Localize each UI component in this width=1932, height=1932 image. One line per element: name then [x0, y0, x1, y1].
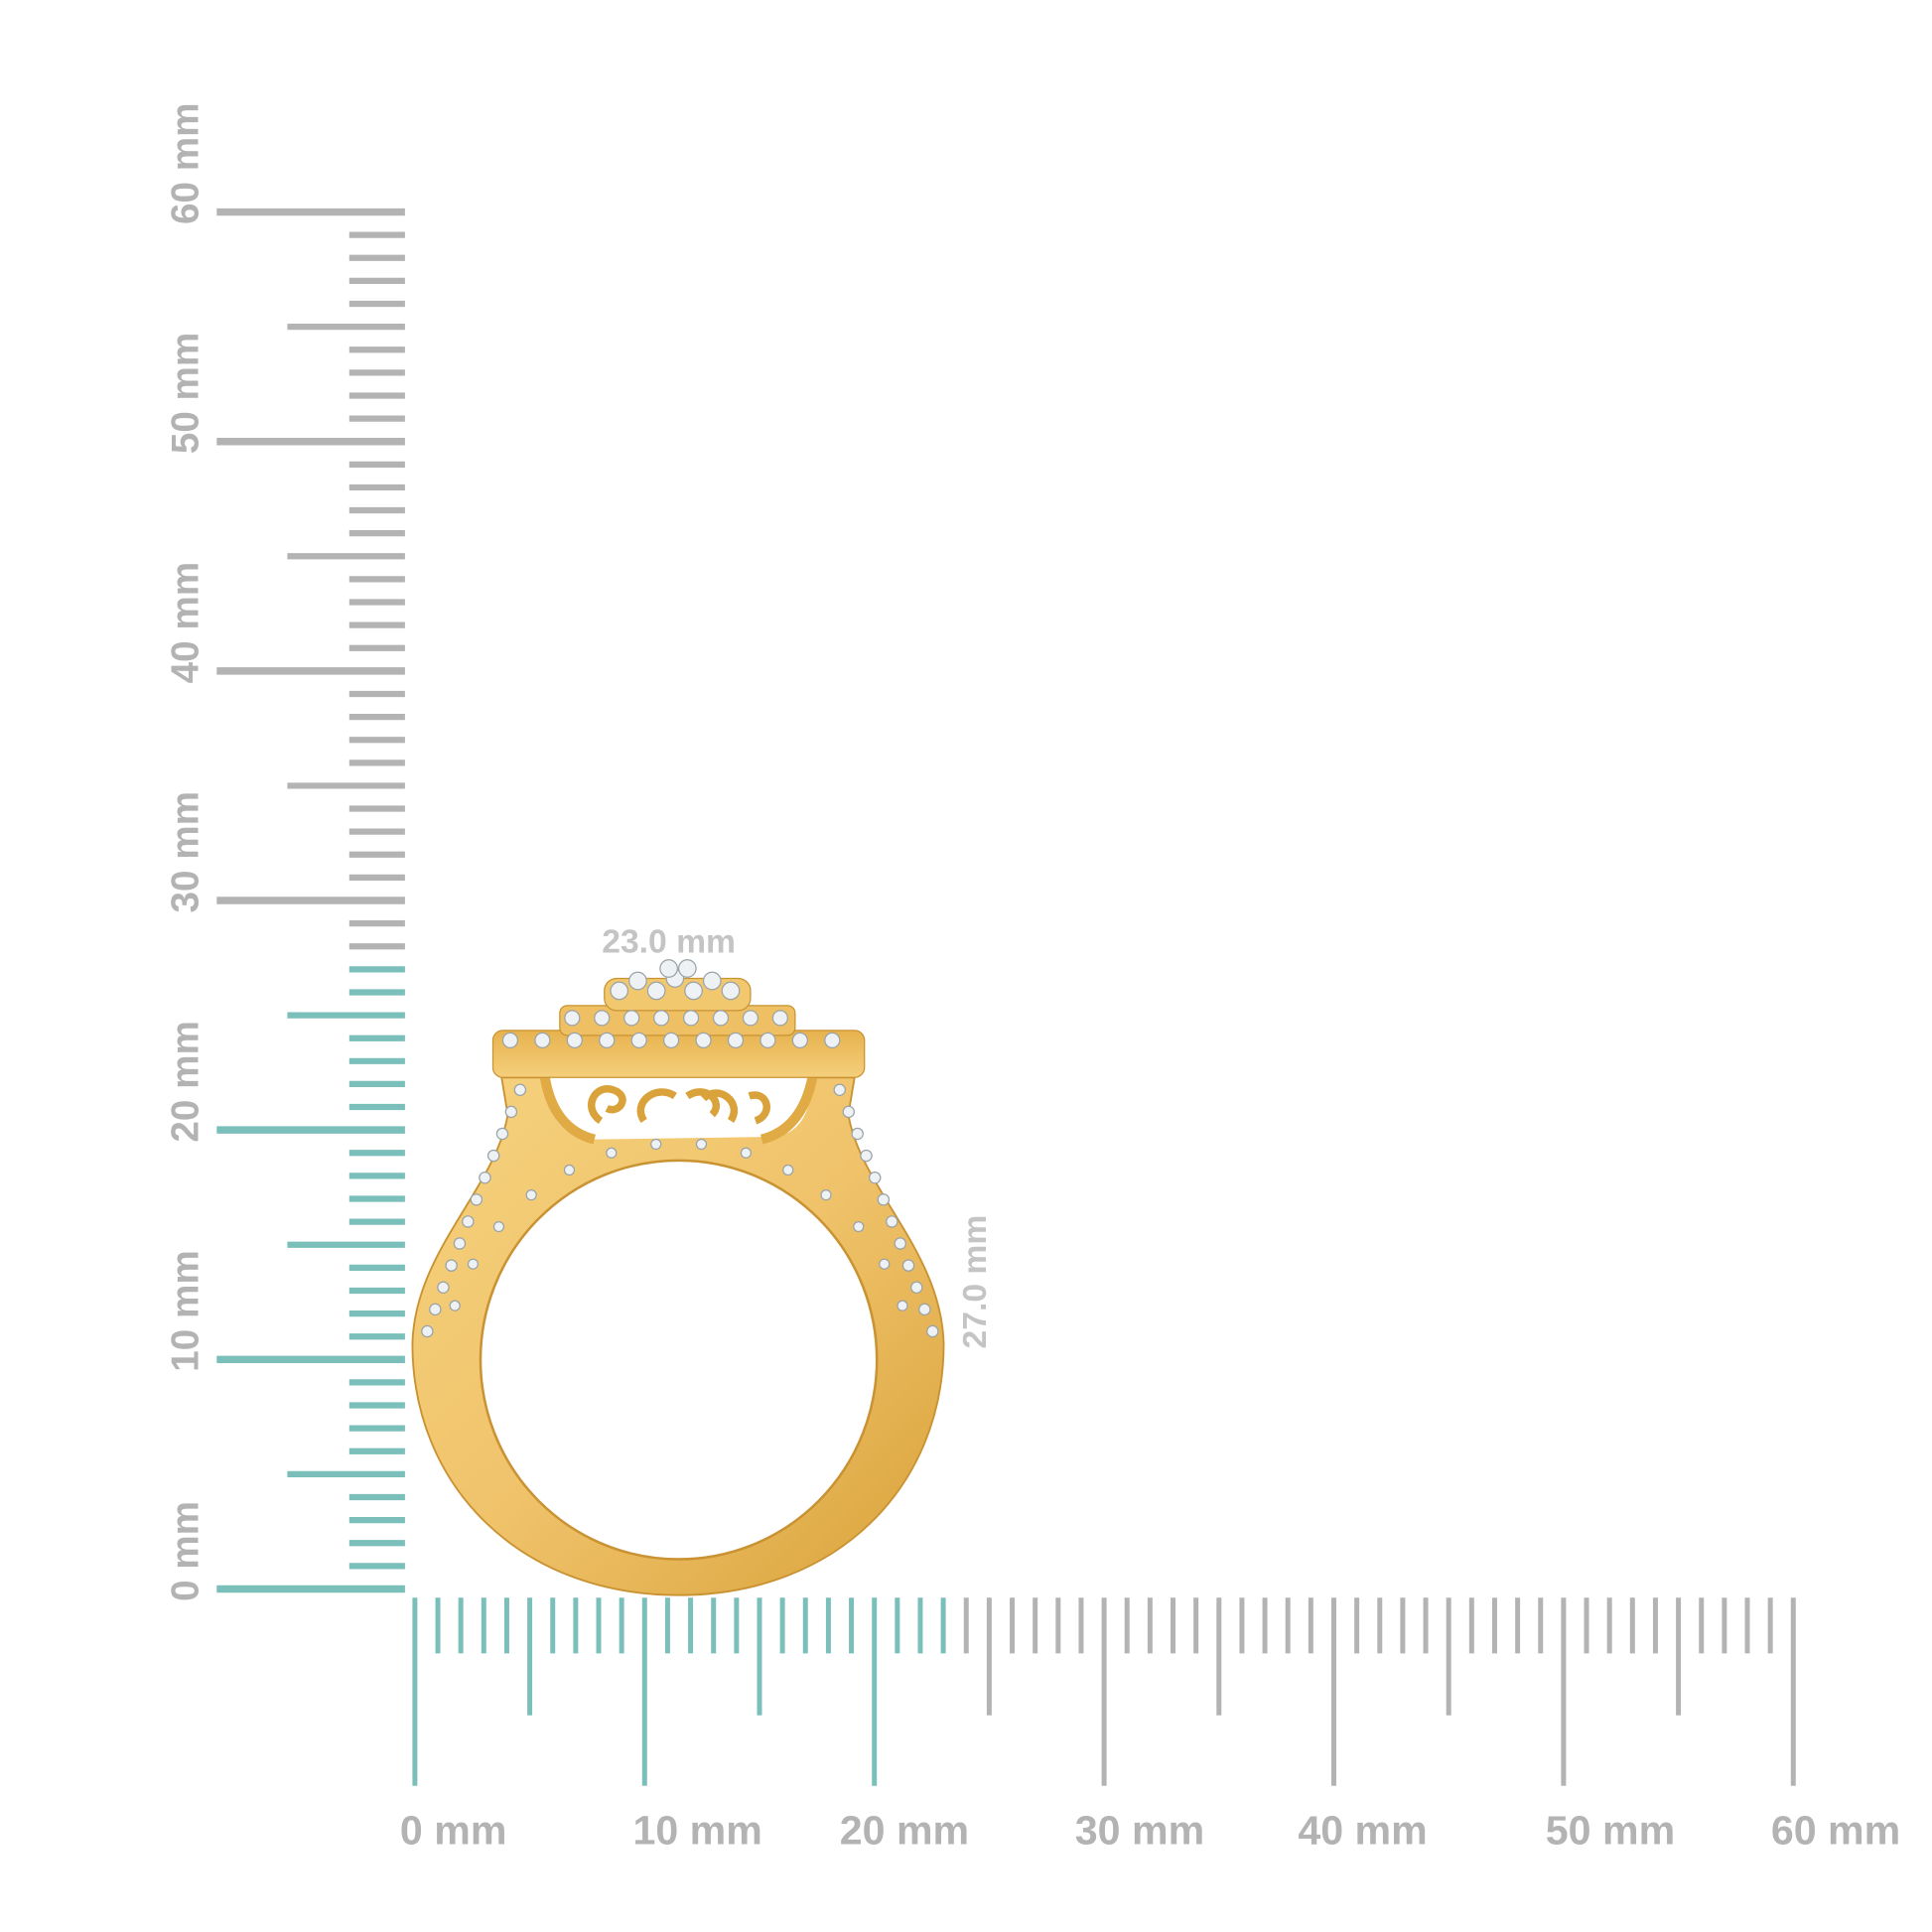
diamond [759, 1032, 776, 1048]
diamond [486, 1149, 500, 1163]
diamond [695, 1138, 708, 1151]
diamond [453, 1237, 467, 1250]
diamond [894, 1237, 906, 1250]
diamond [504, 1105, 518, 1119]
diamond [564, 1010, 581, 1027]
diamond [534, 1032, 551, 1048]
diamond [462, 1215, 475, 1228]
diamond [445, 1259, 458, 1272]
diamond [677, 959, 697, 978]
diamond [525, 1188, 537, 1201]
diamond [492, 1220, 505, 1233]
diamond [501, 1032, 519, 1048]
diamond [610, 981, 629, 1001]
diamond [653, 1010, 670, 1027]
diamond [909, 1281, 923, 1295]
height-dimension-label: 27.0 mm [957, 1215, 994, 1349]
vertical-tick-label: 20 mm [165, 1021, 207, 1142]
diamond [682, 1010, 700, 1027]
ring-image [411, 959, 945, 1596]
diamond [684, 981, 703, 1001]
diamond [879, 1258, 891, 1270]
ring-inner-hole [479, 1159, 879, 1561]
horizontal-tick-label: 0 mm [400, 1807, 507, 1853]
diamond [860, 1149, 873, 1163]
vertical-tick-label: 40 mm [165, 562, 207, 683]
diamond [886, 1215, 898, 1228]
horizontal-ruler: 0 mm 10 mm 20 mm 30 mm 40 mm 50 mm 60 mm [400, 1597, 1900, 1853]
diamond [897, 1300, 908, 1311]
vertical-tick-label: 50 mm [165, 333, 207, 454]
filigree [588, 1085, 770, 1125]
horizontal-tick-label: 60 mm [1771, 1807, 1900, 1853]
diamond [437, 1281, 450, 1295]
vertical-tick-label: 30 mm [165, 791, 207, 912]
diamond [791, 1032, 808, 1048]
width-dimension-label: 23.0 mm [602, 923, 736, 960]
diamond [901, 1259, 915, 1272]
diamond [740, 1147, 752, 1159]
diamond [449, 1300, 461, 1311]
diamond [877, 1193, 891, 1206]
vertical-ruler: 0 mm 10 mm 20 mm 30 mm 40 mm 50 mm 60 mm [165, 103, 405, 1601]
horizontal-tick-label: 40 mm [1298, 1807, 1427, 1853]
horizontal-tick-label: 10 mm [632, 1807, 761, 1853]
diamond [853, 1220, 865, 1233]
diamond [599, 1032, 616, 1048]
diamond [851, 1127, 864, 1141]
diamond [623, 1010, 640, 1027]
diamond [926, 1324, 939, 1338]
diamond [513, 1083, 527, 1096]
diamond [659, 959, 678, 978]
diamond [650, 1138, 662, 1151]
horizontal-tick-label: 50 mm [1546, 1807, 1675, 1853]
diamond [563, 1164, 576, 1176]
diamond [824, 1032, 841, 1048]
vertical-tick-label: 0 mm [165, 1501, 207, 1601]
diamond [712, 1010, 730, 1027]
diamond [868, 1171, 882, 1184]
diamond [702, 971, 722, 991]
diamond [594, 1010, 611, 1027]
diamond [771, 1010, 788, 1027]
diamond [479, 1171, 491, 1184]
horizontal-tick-label: 20 mm [840, 1807, 969, 1853]
diamond [918, 1303, 931, 1316]
diamond [495, 1127, 509, 1141]
diamond [628, 971, 647, 991]
diamond [721, 981, 741, 1001]
diamond [663, 1032, 680, 1048]
diamond [421, 1324, 434, 1338]
diamond [695, 1032, 712, 1048]
diamond [630, 1032, 647, 1048]
diamond [646, 981, 666, 1001]
diamond [742, 1010, 759, 1027]
diamond [606, 1147, 618, 1159]
diamond [820, 1188, 832, 1201]
diamond-pave [421, 959, 939, 1338]
vertical-tick-label: 10 mm [165, 1250, 207, 1371]
horizontal-tick-label: 30 mm [1075, 1807, 1204, 1853]
diamond [429, 1303, 442, 1316]
diamond [782, 1164, 794, 1176]
vertical-tick-label: 60 mm [165, 103, 207, 224]
diamond [467, 1258, 480, 1270]
diamond [842, 1105, 856, 1119]
diamond [727, 1032, 745, 1048]
diamond [566, 1032, 583, 1048]
diamond [833, 1083, 846, 1096]
diamond [470, 1193, 483, 1206]
